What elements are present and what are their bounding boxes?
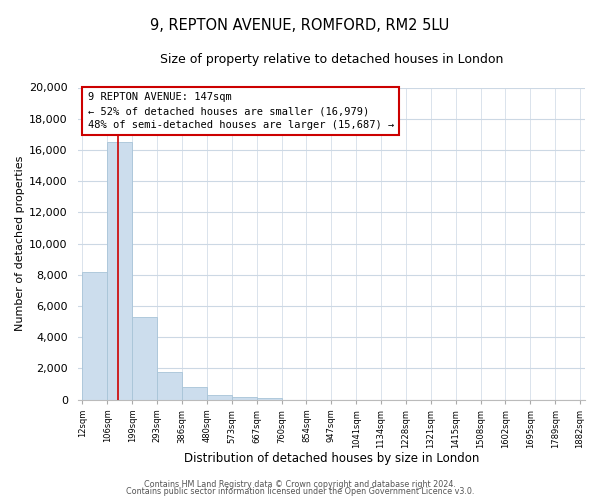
Text: 9, REPTON AVENUE, ROMFORD, RM2 5LU: 9, REPTON AVENUE, ROMFORD, RM2 5LU (151, 18, 449, 32)
Y-axis label: Number of detached properties: Number of detached properties (15, 156, 25, 332)
Text: Contains public sector information licensed under the Open Government Licence v3: Contains public sector information licen… (126, 488, 474, 496)
Bar (182, 387, 207, 400)
X-axis label: Distribution of detached houses by size in London: Distribution of detached houses by size … (184, 452, 479, 465)
Title: Size of property relative to detached houses in London: Size of property relative to detached ho… (160, 52, 503, 66)
Bar (257, 398, 281, 400)
Bar (132, 317, 157, 400)
Bar (157, 372, 182, 400)
Text: Contains HM Land Registry data © Crown copyright and database right 2024.: Contains HM Land Registry data © Crown c… (144, 480, 456, 489)
Text: 9 REPTON AVENUE: 147sqm
← 52% of detached houses are smaller (16,979)
48% of sem: 9 REPTON AVENUE: 147sqm ← 52% of detache… (88, 92, 394, 130)
Bar (107, 142, 132, 400)
Bar (232, 396, 257, 400)
Bar (82, 272, 107, 400)
Bar (207, 395, 232, 400)
